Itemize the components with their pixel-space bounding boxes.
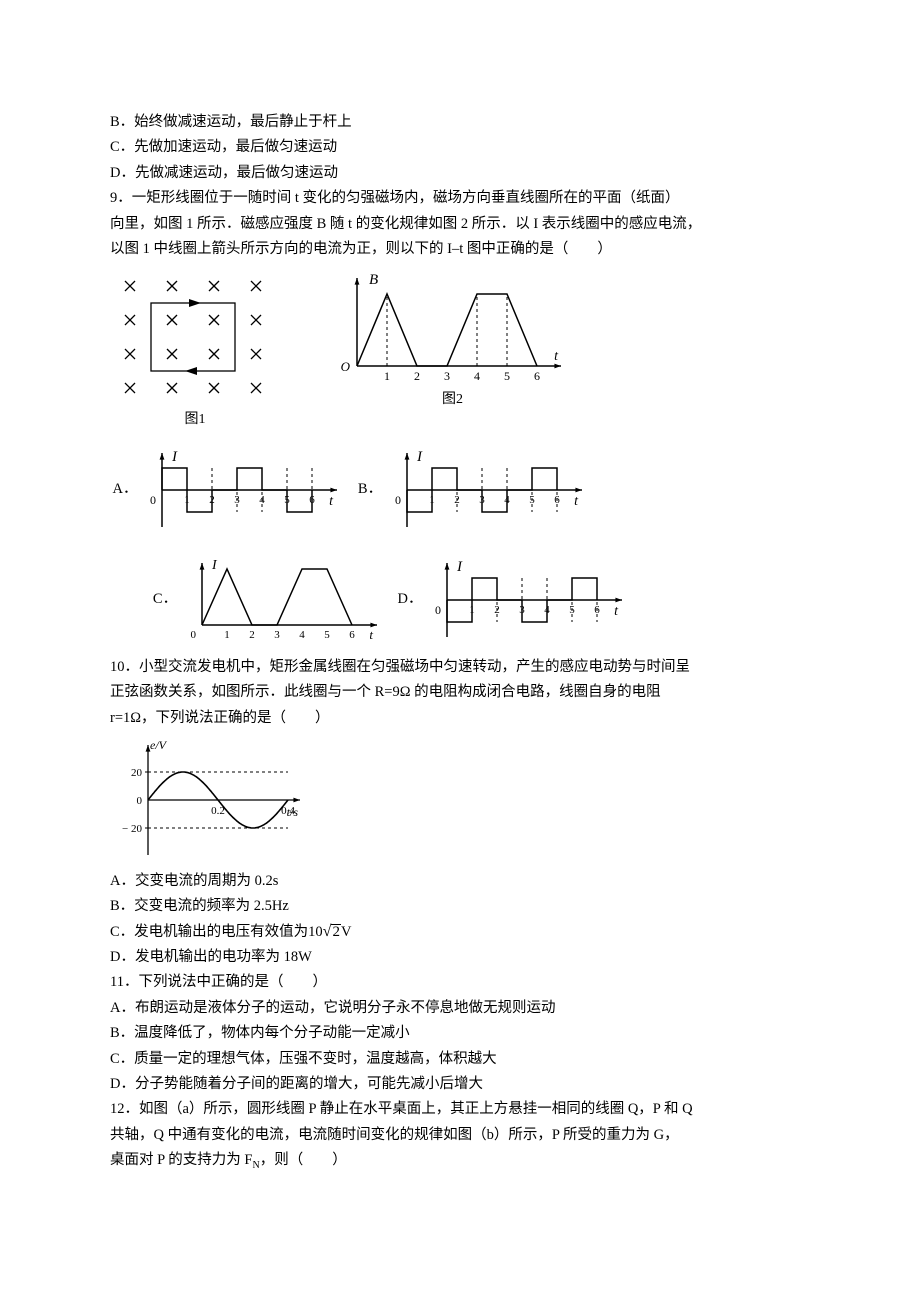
svg-text:I: I xyxy=(171,449,178,465)
svg-text:0: 0 xyxy=(137,795,143,807)
q11-opt-a: A．布朗运动是液体分子的运动，它说明分子永不停息地做无规则运动 xyxy=(110,996,810,1021)
q8-opt-b: B．始终做减速运动，最后静止于杆上 xyxy=(110,110,810,135)
q9-opt-b-label: B． xyxy=(355,477,385,502)
svg-text:6: 6 xyxy=(349,629,355,641)
svg-text:5: 5 xyxy=(504,369,510,383)
svg-text:0: 0 xyxy=(395,493,401,507)
q9-fig1 xyxy=(110,268,280,408)
svg-text:1: 1 xyxy=(224,629,230,641)
q9-opt-a-label: A． xyxy=(110,477,140,502)
svg-text:0: 0 xyxy=(150,493,156,507)
q10-stem-3: r=1Ω，下列说法正确的是（ ） xyxy=(110,706,810,731)
svg-text:1: 1 xyxy=(384,369,390,383)
q10-opt-b: B．交变电流的频率为 2.5Hz xyxy=(110,894,810,919)
q8-opt-c: C．先做加速运动，最后做匀速运动 xyxy=(110,135,810,160)
svg-text:0: 0 xyxy=(435,603,441,617)
q9-opts-cd: C． It 0 1 2 3 4 5 6 D． It 0 1 2 3 4 5 6 xyxy=(150,555,810,645)
svg-text:3: 3 xyxy=(274,629,280,641)
q10-stem-2: 正弦函数关系，如图所示．此线圈与一个 R=9Ω 的电阻构成闭合电路，线圈自身的电… xyxy=(110,680,810,705)
svg-text:I: I xyxy=(211,558,218,573)
svg-text:4: 4 xyxy=(299,629,305,641)
q11-stem: 11．下列说法中正确的是（ ） xyxy=(110,970,810,995)
svg-text:t: t xyxy=(329,494,334,509)
q10-opt-c: C．发电机输出的电压有效值为10√2V xyxy=(110,920,810,945)
svg-text:2: 2 xyxy=(249,629,255,641)
svg-text:B: B xyxy=(369,272,378,288)
svg-text:3: 3 xyxy=(444,369,450,383)
q9-opt-d-chart: It0123456 xyxy=(425,555,630,645)
q11-opt-b: B．温度降低了，物体内每个分子动能一定减小 xyxy=(110,1021,810,1046)
q9-opt-d-label: D． xyxy=(395,587,425,612)
svg-text:6: 6 xyxy=(534,369,540,383)
q12-l2: 共轴，Q 中通有变化的电流，电流随时间变化的规律如图（b）所示，P 所受的重力为… xyxy=(110,1123,810,1148)
q10-opt-c-pre: C．发电机输出的电压有效值为10 xyxy=(110,924,323,940)
q10-opt-a: A．交变电流的周期为 0.2s xyxy=(110,869,810,894)
svg-text:t: t xyxy=(554,349,559,364)
q9-fig2-label: 图2 xyxy=(335,388,570,413)
q9-stem-1: 9．一矩形线圈位于一随时间 t 变化的匀强磁场内，磁场方向垂直线圈所在的平面（纸… xyxy=(110,186,810,211)
q12-l3: 桌面对 P 的支持力为 FN，则（ ） xyxy=(110,1148,810,1174)
q9-fig1-label: 图1 xyxy=(110,408,280,433)
svg-text:t: t xyxy=(369,627,373,642)
q8-opt-d: D．先做减速运动，最后做匀速运动 xyxy=(110,161,810,186)
svg-text:2: 2 xyxy=(414,369,420,383)
svg-text:20: 20 xyxy=(131,767,143,779)
svg-text:− 20: − 20 xyxy=(122,823,142,835)
q10-opt-d: D．发电机输出的电功率为 18W xyxy=(110,945,810,970)
svg-text:I: I xyxy=(416,449,423,465)
svg-text:4: 4 xyxy=(474,369,480,383)
q11-opt-c: C．质量一定的理想气体，压强不变时，温度越高，体积越大 xyxy=(110,1047,810,1072)
svg-text:O: O xyxy=(341,359,351,374)
q9-fig2: Bt O 1 2 3 4 5 6 xyxy=(335,268,570,388)
q9-stem-3: 以图 1 中线圈上箭头所示方向的电流为正，则以下的 I–t 图中正确的是（ ） xyxy=(110,237,810,262)
q10-opt-c-post: V xyxy=(341,924,351,940)
svg-text:0: 0 xyxy=(191,629,197,641)
q10-chart: e/Vt/s200− 200.20.4 xyxy=(110,735,310,865)
q9-stem-2: 向里，如图 1 所示．磁感应强度 B 随 t 的变化规律如图 2 所示．以 I … xyxy=(110,212,810,237)
svg-text:5: 5 xyxy=(324,629,330,641)
q9-opt-a-chart: It0123456 xyxy=(140,445,345,535)
svg-text:I: I xyxy=(456,559,463,575)
svg-text:t: t xyxy=(614,604,619,619)
sqrt-icon: √2 xyxy=(323,924,341,940)
q12-l1: 12．如图（a）所示，圆形线圈 P 静止在水平桌面上，其正上方悬挂一相同的线圈 … xyxy=(110,1097,810,1122)
q9-opt-b-chart: It0123456 xyxy=(385,445,590,535)
svg-text:e/V: e/V xyxy=(150,738,168,752)
q9-opt-c-label: C． xyxy=(150,587,180,612)
q9-figures: 图1 Bt O 1 2 3 4 5 6 图2 xyxy=(110,268,810,433)
q10-stem-1: 10．小型交流发电机中，矩形金属线圈在匀强磁场中匀速转动，产生的感应电动势与时间… xyxy=(110,655,810,680)
q11-opt-d: D．分子势能随着分子间的距离的增大，可能先减小后增大 xyxy=(110,1072,810,1097)
q9-opt-c-chart: It 0 1 2 3 4 5 6 xyxy=(180,555,385,645)
svg-text:t: t xyxy=(574,494,579,509)
q9-opts-ab: A． It0123456 B． It0123456 xyxy=(110,445,810,535)
